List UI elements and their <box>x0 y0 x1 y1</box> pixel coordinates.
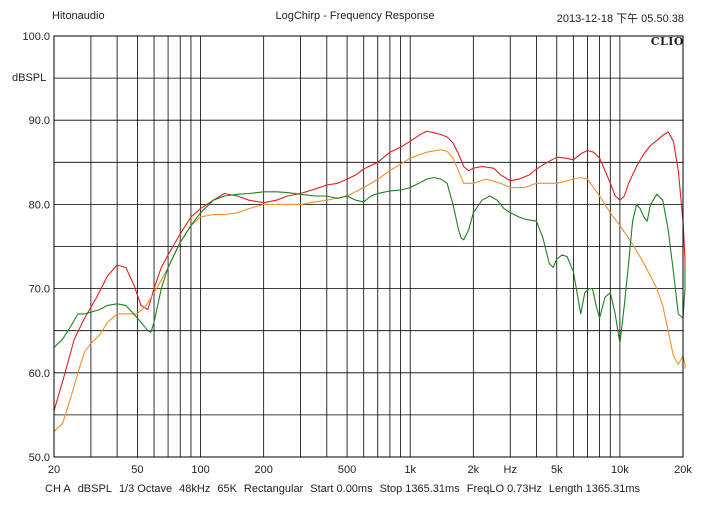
x-tick-label: 500 <box>338 464 356 476</box>
chart-grid <box>54 36 683 457</box>
footer-item: Rectangular <box>243 483 304 495</box>
y-tick-label: 90.0 <box>29 115 50 127</box>
y-tick-label: 80.0 <box>29 199 50 211</box>
footer-item: 1/3 Octave <box>118 483 173 495</box>
footer-item: FreqLO 0.73Hz <box>466 483 542 495</box>
x-tick-label: 1k <box>404 464 416 476</box>
x-tick-label: Hz <box>504 464 517 476</box>
series-line-2 <box>53 149 686 433</box>
footer-item: 48kHz <box>179 483 211 495</box>
y-axis-label: dBSPL <box>12 72 47 84</box>
footer-item: Stop 1365.31ms <box>379 483 460 495</box>
x-tick-label: 5k <box>551 464 563 476</box>
x-tick-label: 20k <box>674 464 692 476</box>
timestamp: 2013-12-18 下午 05.50.38 <box>556 13 684 25</box>
y-tick-labels: 100.0 90.0 80.0 70.0 60.0 50.0 <box>22 31 50 464</box>
series-line-3 <box>53 176 686 348</box>
x-tick-label: 2k <box>468 464 480 476</box>
plot-frame <box>53 35 684 458</box>
x-tick-label: 50 <box>131 464 143 476</box>
x-tick-label: 20 <box>48 464 60 476</box>
header-left-text: Hitonaudio <box>52 10 105 22</box>
footer-item: 65K <box>217 483 237 495</box>
x-tick-label: 10k <box>611 464 629 476</box>
chart-title: LogChirp - Frequency Response <box>275 10 435 22</box>
clio-logo: CLIO <box>650 35 684 48</box>
footer-item: Start 0.00ms <box>310 483 373 495</box>
footer-item: dBSPL <box>77 483 112 495</box>
footer-item: CH A <box>45 483 71 495</box>
x-tick-label: 100 <box>191 464 209 476</box>
footer-item: Length 1365.31ms <box>548 483 641 495</box>
measurement-settings: CH A dBSPL 1/3 Octave 48kHz 65K Rectangular St… <box>45 483 647 495</box>
y-tick-label: 60.0 <box>29 368 50 380</box>
x-tick-label: 200 <box>254 464 272 476</box>
y-tick-label: 50.0 <box>29 452 50 464</box>
series-line-1 <box>53 130 686 411</box>
y-tick-label: 100.0 <box>22 31 50 43</box>
chart-series <box>53 130 686 433</box>
plot-border <box>53 35 684 458</box>
y-tick-label: 70.0 <box>29 284 50 296</box>
x-tick-labels: 20 50 100 200 500 1k 2k Hz 5k 10k 20k <box>48 464 692 476</box>
